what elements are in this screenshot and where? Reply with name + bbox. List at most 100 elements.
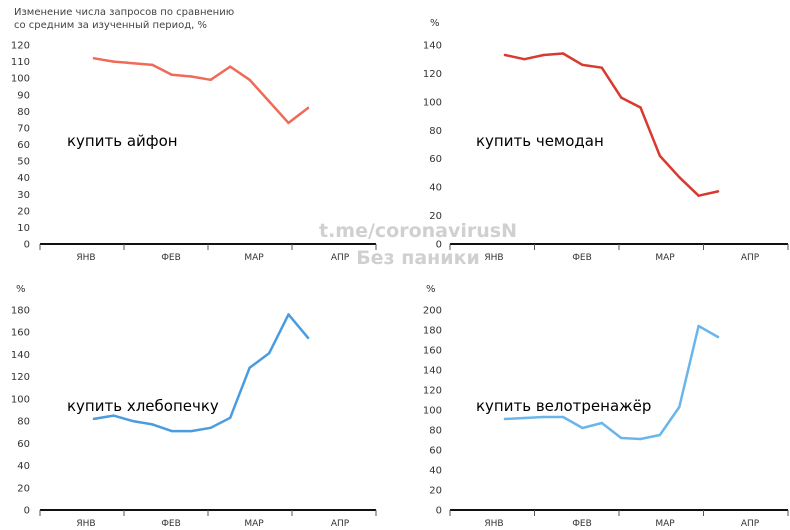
x-tick-label: МАР	[655, 519, 675, 529]
y-axis-unit-label: %	[430, 18, 440, 29]
y-tick-label: 180	[423, 326, 442, 337]
y-tick-label: 20	[17, 206, 30, 217]
chart-title-line-2: со средним за изученный период, %	[14, 20, 207, 31]
y-tick-label: 0	[24, 506, 30, 517]
series-line	[92, 313, 310, 433]
chart-annotation: купить айфон	[67, 132, 178, 150]
x-tick-label: ЯНВ	[76, 519, 95, 529]
data-point	[542, 415, 545, 419]
chart-panel-4: 0 20 40 60 80 100 120 140 160 180 200% ЯНВ ФЕВ МАР АПР…	[423, 284, 789, 529]
y-tick-label: 110	[11, 57, 30, 68]
y-tick-label: 40	[17, 173, 30, 184]
data-point	[92, 57, 96, 60]
data-point	[639, 437, 642, 441]
y-tick-label: 40	[429, 466, 442, 477]
data-point	[229, 65, 232, 68]
data-point	[561, 52, 565, 55]
data-point	[248, 366, 251, 369]
y-tick-label: 0	[436, 506, 442, 517]
y-tick-label: 50	[17, 157, 30, 168]
y-tick-label: 160	[423, 346, 442, 357]
data-point	[112, 60, 115, 63]
y-tick-label: 40	[429, 183, 442, 194]
data-point	[716, 335, 720, 339]
y-tick-label: 120	[423, 386, 442, 397]
x-tick-label: ФЕВ	[572, 253, 592, 263]
data-point	[678, 176, 681, 179]
y-tick-label: 60	[429, 446, 442, 457]
x-tick-label: ФЕВ	[161, 253, 181, 263]
data-point	[658, 433, 662, 437]
data-point	[542, 53, 545, 57]
data-point	[561, 415, 565, 419]
y-tick-label: 80	[429, 126, 442, 137]
data-point	[190, 75, 193, 78]
y-tick-label: 180	[11, 306, 30, 317]
x-tick-label: ФЕВ	[161, 519, 181, 529]
data-point	[131, 419, 135, 423]
chart-annotation: купить чемодан	[476, 132, 604, 150]
x-tick-label: МАР	[244, 253, 264, 263]
data-point	[287, 121, 290, 125]
data-point	[620, 436, 623, 440]
data-point	[92, 417, 96, 421]
data-point	[658, 154, 662, 158]
x-tick-label: АПР	[741, 253, 760, 263]
data-point	[151, 423, 154, 426]
y-tick-label: 80	[17, 107, 30, 118]
chart-panel-3: 0 20 40 60 80 100 120 140 160 180% ЯНВ ФЕВ МАР АПР куп…	[11, 284, 377, 529]
data-point	[581, 426, 584, 430]
chart-annotation: купить хлебопечку	[67, 397, 219, 415]
x-tick-label: ЯНВ	[76, 253, 95, 263]
y-tick-label: 60	[17, 439, 30, 450]
y-tick-label: 70	[17, 123, 30, 134]
y-tick-label: 0	[436, 240, 442, 251]
x-tick-label: ЯНВ	[484, 253, 503, 263]
data-point	[600, 66, 603, 69]
data-point	[209, 426, 212, 429]
data-point	[620, 96, 623, 99]
y-tick-label: 200	[423, 306, 442, 317]
data-point	[170, 429, 173, 433]
data-point	[306, 106, 310, 110]
y-axis-unit-label: %	[16, 284, 26, 295]
data-point	[209, 78, 212, 82]
data-point	[267, 100, 271, 103]
data-point	[151, 63, 154, 67]
data-point	[503, 53, 507, 57]
data-point	[131, 62, 135, 65]
y-tick-label: 140	[11, 350, 30, 361]
y-tick-label: 140	[423, 41, 442, 52]
x-tick-label: МАР	[244, 519, 264, 529]
y-tick-label: 60	[17, 140, 30, 151]
data-point	[697, 194, 700, 197]
x-tick-label: АПР	[741, 519, 760, 529]
series-line	[503, 324, 720, 441]
series-line	[92, 57, 310, 125]
data-point	[503, 417, 507, 421]
y-axis-unit-label: %	[426, 284, 436, 295]
y-tick-label: 20	[429, 486, 442, 497]
y-tick-label: 100	[11, 394, 30, 405]
data-point	[229, 416, 232, 419]
x-tick-label: МАР	[655, 253, 675, 263]
data-point	[523, 58, 526, 61]
watermark-slogan: Без паники	[356, 247, 480, 269]
y-tick-label: 120	[11, 372, 30, 383]
data-point	[716, 190, 720, 193]
y-tick-label: 20	[429, 211, 442, 222]
x-tick-label: ФЕВ	[572, 519, 592, 529]
y-tick-label: 40	[17, 461, 30, 472]
y-tick-label: 100	[423, 97, 442, 108]
watermark-channel: t.me/coronavirusN	[319, 220, 517, 242]
y-tick-label: 80	[429, 426, 442, 437]
chart-panel-1: 0 10 20 30 40 50 60 70 80 90 100 110 120 ЯНВ ФЕВ МАР АПР…	[11, 41, 377, 263]
chart-title-line-1: Изменение числа запросов по сравнению	[14, 7, 234, 18]
y-tick-label: 20	[17, 483, 30, 494]
x-tick-label: ЯНВ	[484, 519, 503, 529]
y-tick-label: 80	[17, 417, 30, 428]
data-point	[581, 63, 584, 67]
data-point	[523, 416, 526, 420]
x-tick-label: АПР	[331, 253, 350, 263]
